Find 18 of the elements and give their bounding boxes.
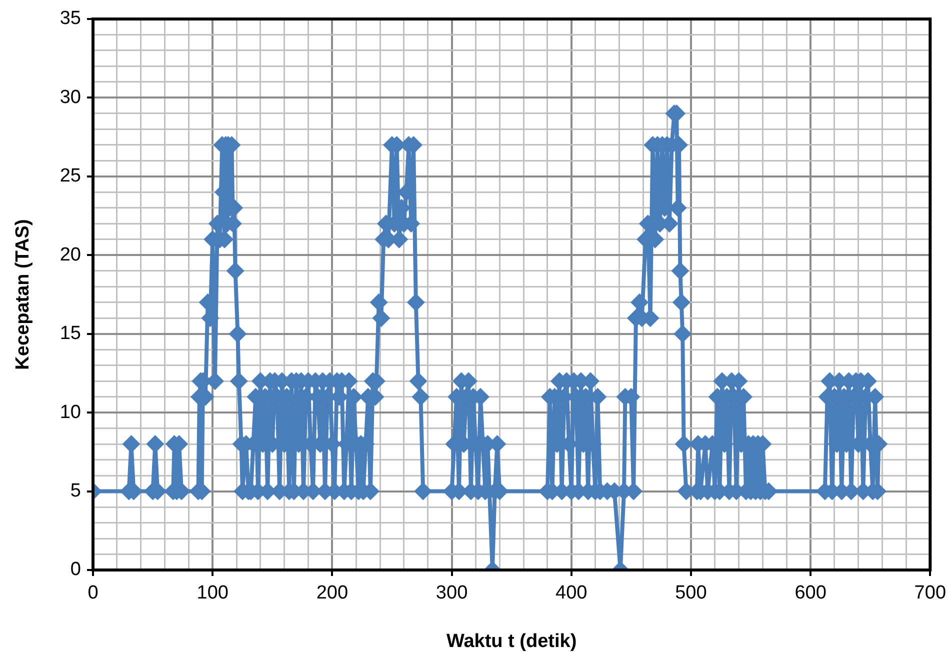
y-tick-label: 5 — [70, 480, 81, 502]
x-tick-label: 0 — [88, 582, 98, 604]
x-tick-label: 200 — [316, 582, 348, 604]
y-tick-label: 20 — [60, 244, 81, 266]
y-axis-title: Kecepatan (TAS) — [12, 219, 34, 370]
y-tick-label: 35 — [60, 8, 81, 30]
y-tick-label: 25 — [60, 166, 81, 187]
y-tick-label: 30 — [60, 86, 81, 108]
x-tick-label: 100 — [196, 582, 228, 604]
y-tick-label: 15 — [60, 323, 81, 344]
x-tick-label: 500 — [675, 582, 707, 604]
y-tick-label: 0 — [70, 559, 81, 580]
x-tick-label: 400 — [556, 582, 588, 604]
x-axis-title: Waktu t (detik) — [446, 630, 577, 652]
y-tick-label: 10 — [60, 402, 81, 423]
x-tick-label: 600 — [794, 582, 826, 604]
x-tick-label: 700 — [914, 582, 946, 604]
x-tick-label: 300 — [436, 582, 468, 604]
